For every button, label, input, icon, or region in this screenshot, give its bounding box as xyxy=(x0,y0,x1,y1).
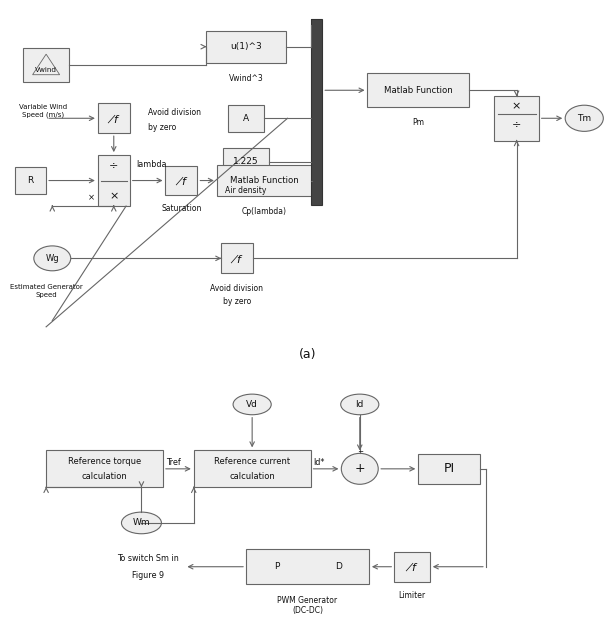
FancyBboxPatch shape xyxy=(418,454,480,484)
Text: (DC-DC): (DC-DC) xyxy=(292,606,323,615)
Text: Air density: Air density xyxy=(225,185,267,194)
Text: calculation: calculation xyxy=(82,471,127,480)
Text: Matlab Function: Matlab Function xyxy=(384,86,453,95)
Text: u(1)^3: u(1)^3 xyxy=(230,43,262,51)
Text: ×: × xyxy=(512,102,522,111)
Text: calculation: calculation xyxy=(229,471,275,480)
FancyBboxPatch shape xyxy=(194,450,311,488)
Text: Wg: Wg xyxy=(46,254,59,263)
Text: PWM Generator: PWM Generator xyxy=(277,596,338,605)
Text: Limiter: Limiter xyxy=(399,591,426,600)
Text: Estimated Generator
Speed: Estimated Generator Speed xyxy=(10,285,82,298)
FancyBboxPatch shape xyxy=(46,450,163,488)
Text: Vwind: Vwind xyxy=(35,68,57,73)
Text: Cp(lambda): Cp(lambda) xyxy=(242,207,287,216)
FancyBboxPatch shape xyxy=(394,552,430,582)
Text: Tref: Tref xyxy=(166,458,181,467)
FancyBboxPatch shape xyxy=(98,155,130,206)
Text: Pm: Pm xyxy=(412,118,424,128)
Text: $\not\!f$: $\not\!f$ xyxy=(175,174,188,187)
Text: ÷: ÷ xyxy=(109,160,119,170)
Text: $\not\!f$: $\not\!f$ xyxy=(230,252,244,265)
FancyBboxPatch shape xyxy=(23,48,69,82)
Polygon shape xyxy=(33,54,60,75)
FancyBboxPatch shape xyxy=(165,166,197,196)
Text: Reference current: Reference current xyxy=(214,457,290,466)
Text: Wm: Wm xyxy=(133,518,150,527)
Text: D: D xyxy=(335,562,342,571)
Ellipse shape xyxy=(341,394,379,415)
FancyBboxPatch shape xyxy=(367,73,469,108)
Text: To switch Sm in: To switch Sm in xyxy=(117,554,178,563)
Text: Vd: Vd xyxy=(246,400,258,409)
Text: +: + xyxy=(354,462,365,475)
FancyBboxPatch shape xyxy=(223,148,269,176)
Ellipse shape xyxy=(34,246,71,270)
FancyBboxPatch shape xyxy=(15,167,46,194)
Text: P: P xyxy=(274,562,279,571)
Text: Matlab Function: Matlab Function xyxy=(230,176,299,185)
Ellipse shape xyxy=(233,394,271,415)
Text: lambda: lambda xyxy=(136,160,167,169)
FancyBboxPatch shape xyxy=(98,103,130,133)
Text: Figure 9: Figure 9 xyxy=(132,571,164,580)
Text: by zero: by zero xyxy=(148,123,176,132)
Text: ×: × xyxy=(109,191,119,201)
Text: Variable Wind
Speed (m/s): Variable Wind Speed (m/s) xyxy=(19,104,67,118)
Text: Id: Id xyxy=(355,400,364,409)
Text: PI: PI xyxy=(443,462,454,475)
FancyBboxPatch shape xyxy=(246,549,369,584)
Text: ─: ─ xyxy=(358,450,362,455)
Text: Vwind^3: Vwind^3 xyxy=(229,74,263,83)
Text: (a): (a) xyxy=(299,348,316,361)
Text: A: A xyxy=(243,114,249,123)
Ellipse shape xyxy=(565,105,603,131)
Text: Avoid division: Avoid division xyxy=(210,285,263,294)
Ellipse shape xyxy=(341,453,378,484)
FancyBboxPatch shape xyxy=(206,30,286,63)
Text: ÷: ÷ xyxy=(512,120,522,129)
Text: Reference torque: Reference torque xyxy=(68,457,141,466)
FancyBboxPatch shape xyxy=(311,19,322,205)
Text: 1.225: 1.225 xyxy=(233,157,259,166)
Text: Tm: Tm xyxy=(577,114,591,123)
Text: R: R xyxy=(28,176,34,185)
Text: Id*: Id* xyxy=(314,458,325,467)
Text: by zero: by zero xyxy=(223,297,251,306)
FancyBboxPatch shape xyxy=(228,104,264,132)
Text: Saturation: Saturation xyxy=(161,204,202,213)
FancyBboxPatch shape xyxy=(494,96,539,140)
Text: $\not\!f$: $\not\!f$ xyxy=(107,112,121,125)
Text: ×: × xyxy=(88,193,95,202)
FancyBboxPatch shape xyxy=(221,243,253,273)
FancyBboxPatch shape xyxy=(216,165,312,196)
Ellipse shape xyxy=(121,512,161,534)
Text: Avoid division: Avoid division xyxy=(148,108,200,117)
Text: $\not\!f$: $\not\!f$ xyxy=(405,560,419,573)
